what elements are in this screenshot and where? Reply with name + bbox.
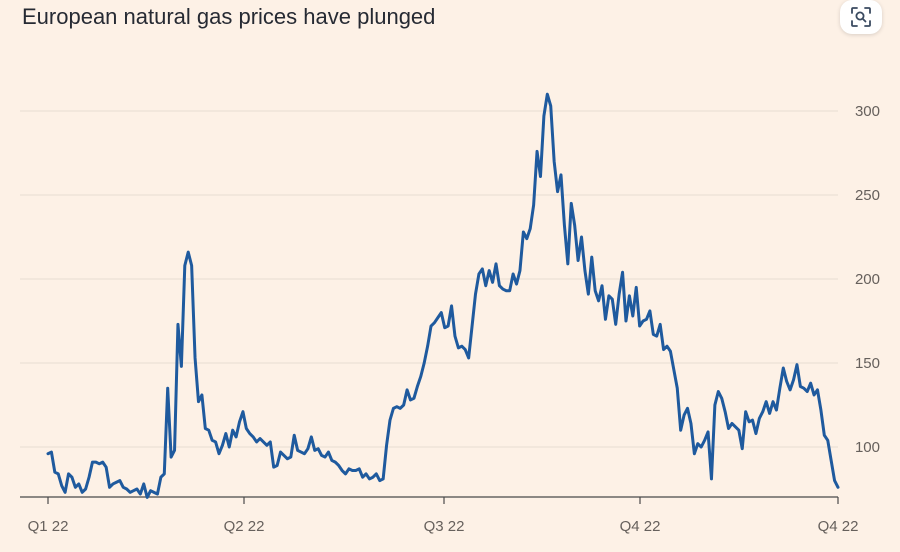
y-tick-label: 250 <box>855 187 880 204</box>
x-tick-labels: Q1 22 Q2 22 Q3 22 Q4 22 Q4 22 <box>28 497 859 535</box>
x-tick-label: Q3 22 <box>424 518 465 535</box>
y-tick-label: 200 <box>855 271 880 288</box>
image-search-button[interactable] <box>840 0 882 34</box>
y-tick-labels: 100 150 200 250 300 <box>855 103 880 456</box>
x-tick-label: Q4 22 <box>620 518 661 535</box>
x-tick-label: Q2 22 <box>224 518 265 535</box>
y-tick-label: 150 <box>855 355 880 372</box>
y-tick-label: 300 <box>855 103 880 120</box>
chart-title: European natural gas prices have plunged <box>22 4 436 29</box>
x-tick-label: Q1 22 <box>28 518 69 535</box>
grid-lines <box>20 110 838 448</box>
image-search-icon <box>851 7 871 27</box>
series-group <box>46 92 840 499</box>
y-tick-label: 100 <box>855 439 880 456</box>
series-line-0 <box>46 92 840 499</box>
x-tick-label: Q4 22 <box>818 518 859 535</box>
